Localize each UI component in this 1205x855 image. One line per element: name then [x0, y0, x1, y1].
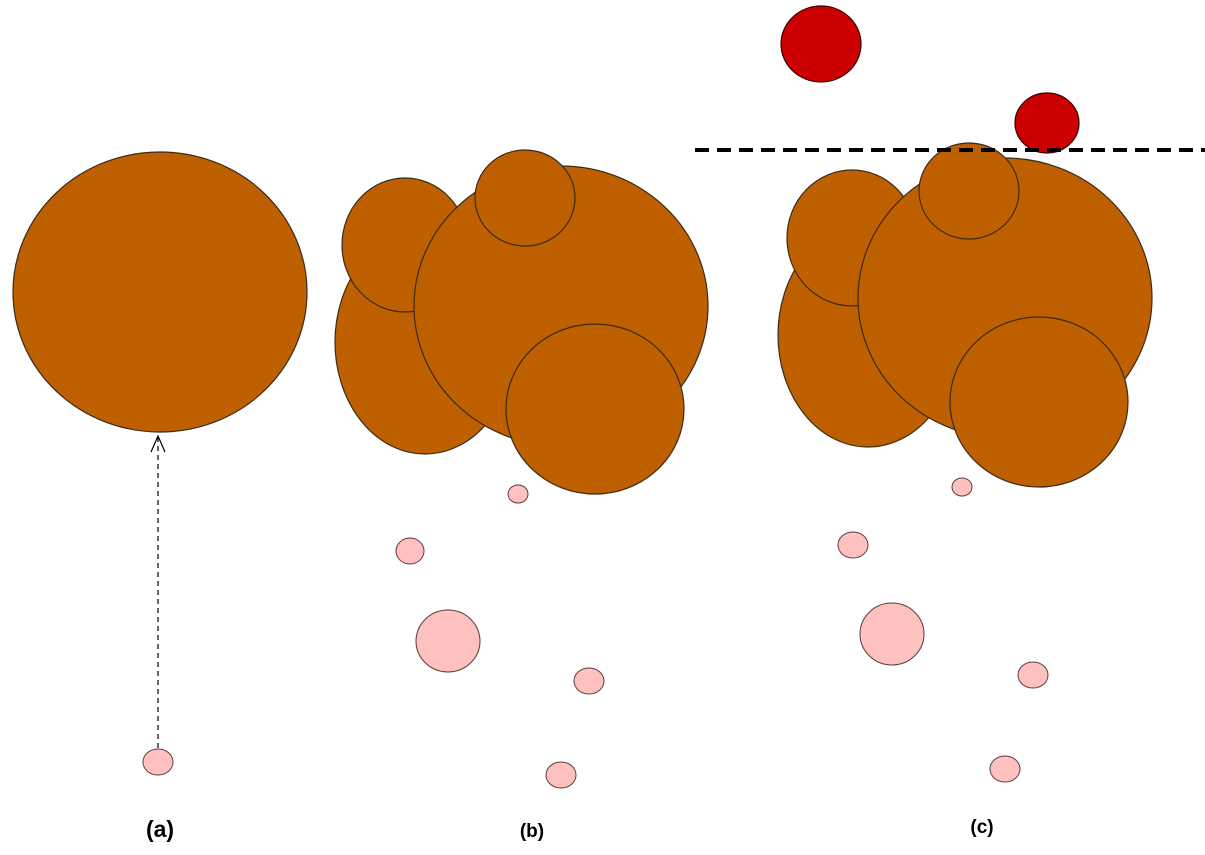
panel-c [695, 5, 1205, 783]
large-particle [505, 323, 685, 495]
small-particle [573, 667, 605, 695]
small-particle [415, 609, 481, 673]
small-particle [1017, 661, 1049, 689]
large-particle [474, 149, 576, 247]
red-particle [780, 5, 862, 83]
small-particle [859, 602, 925, 666]
small-particle [395, 537, 425, 565]
red-particle [1014, 92, 1080, 154]
small-particle [545, 761, 577, 789]
large-particle [949, 316, 1129, 488]
large-particle [918, 142, 1020, 240]
small-particle [837, 531, 869, 559]
small-particle [989, 755, 1021, 783]
panel-b [334, 149, 709, 789]
large-particle [12, 151, 308, 433]
small-particle [951, 477, 973, 497]
panel-label: (a) [146, 816, 174, 842]
arrow-head [150, 434, 166, 453]
panel-a [12, 151, 308, 776]
small-particle [507, 484, 529, 504]
panel-label: (b) [520, 821, 544, 842]
panel-label: (c) [970, 817, 993, 838]
small-particle [142, 748, 174, 776]
